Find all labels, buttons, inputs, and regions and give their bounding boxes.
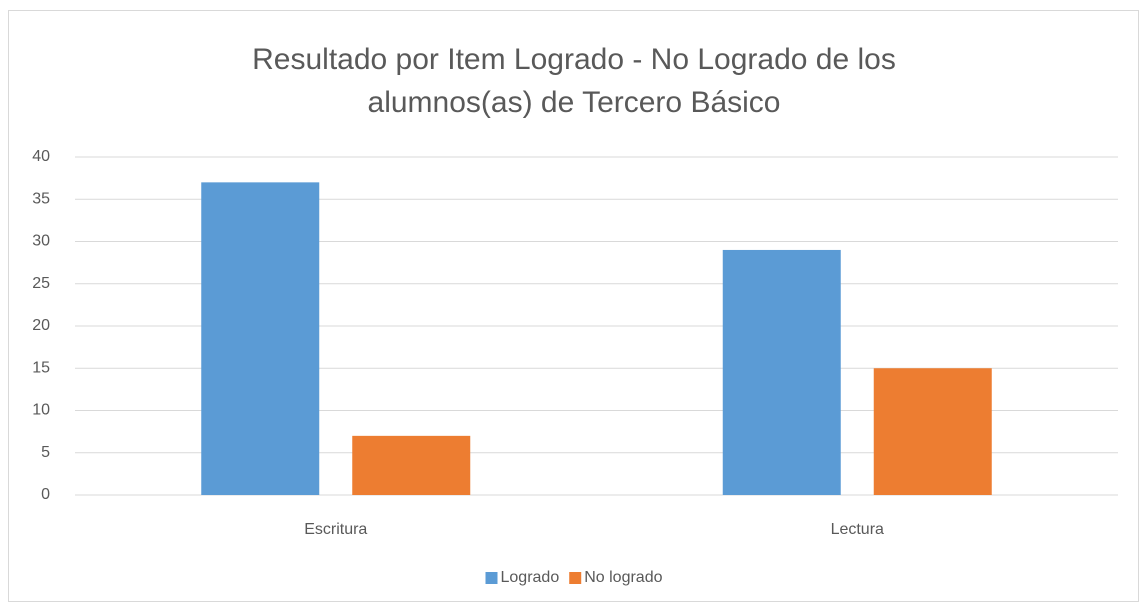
chart-title: Resultado por Item Logrado - No Logrado … (252, 43, 896, 119)
y-tick-label: 30 (32, 233, 50, 250)
x-tick-label: Escritura (304, 521, 367, 538)
x-tick-label: Lectura (831, 521, 884, 538)
y-tick-label: 20 (32, 317, 50, 334)
y-tick-label: 10 (32, 402, 50, 419)
legend-label: Logrado (501, 569, 560, 586)
bar (873, 368, 992, 495)
y-tick-label: 35 (32, 190, 50, 207)
y-tick-label: 15 (32, 359, 50, 376)
bar (201, 182, 320, 495)
legend-swatch (569, 572, 582, 584)
y-tick-label: 5 (41, 444, 50, 461)
bar (722, 249, 841, 495)
y-tick-label: 0 (41, 486, 50, 503)
legend-swatch (485, 572, 498, 584)
legend-label: No logrado (584, 569, 662, 586)
y-tick-label: 25 (32, 275, 50, 292)
bar (352, 435, 471, 495)
y-tick-label: 40 (32, 148, 50, 165)
chart-border (8, 10, 1139, 602)
